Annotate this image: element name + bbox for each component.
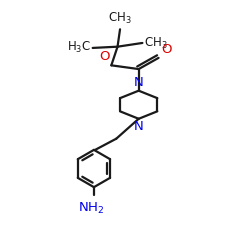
- Text: N: N: [134, 76, 143, 90]
- Text: CH$_3$: CH$_3$: [108, 11, 132, 26]
- Text: O: O: [100, 50, 110, 63]
- Text: NH$_2$: NH$_2$: [78, 201, 105, 216]
- Text: O: O: [162, 43, 172, 56]
- Text: H$_3$C: H$_3$C: [67, 40, 92, 56]
- Text: CH$_3$: CH$_3$: [144, 36, 168, 51]
- Text: N: N: [134, 120, 143, 133]
